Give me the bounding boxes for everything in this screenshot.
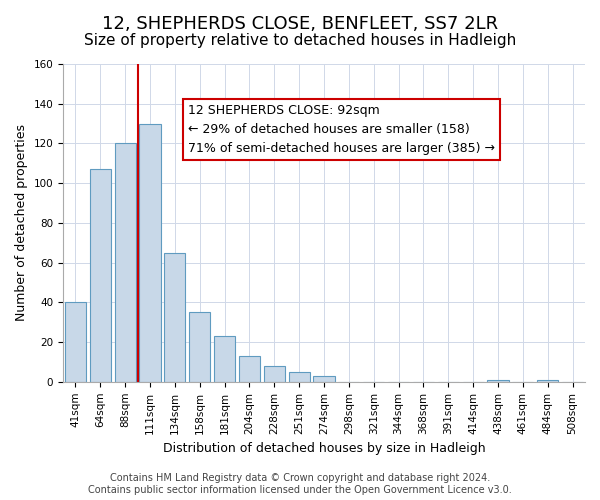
Bar bbox=[487, 380, 509, 382]
Text: Size of property relative to detached houses in Hadleigh: Size of property relative to detached ho… bbox=[84, 32, 516, 48]
Bar bbox=[115, 144, 136, 382]
Bar bbox=[313, 376, 335, 382]
Bar bbox=[264, 366, 285, 382]
Text: Contains HM Land Registry data © Crown copyright and database right 2024.
Contai: Contains HM Land Registry data © Crown c… bbox=[88, 474, 512, 495]
Bar bbox=[214, 336, 235, 382]
Y-axis label: Number of detached properties: Number of detached properties bbox=[15, 124, 28, 322]
Bar bbox=[65, 302, 86, 382]
Bar bbox=[164, 252, 185, 382]
Bar bbox=[90, 170, 111, 382]
Bar bbox=[139, 124, 161, 382]
X-axis label: Distribution of detached houses by size in Hadleigh: Distribution of detached houses by size … bbox=[163, 442, 485, 455]
Text: 12 SHEPHERDS CLOSE: 92sqm
← 29% of detached houses are smaller (158)
71% of semi: 12 SHEPHERDS CLOSE: 92sqm ← 29% of detac… bbox=[188, 104, 496, 154]
Bar bbox=[537, 380, 558, 382]
Bar bbox=[289, 372, 310, 382]
Text: 12, SHEPHERDS CLOSE, BENFLEET, SS7 2LR: 12, SHEPHERDS CLOSE, BENFLEET, SS7 2LR bbox=[102, 15, 498, 33]
Bar bbox=[239, 356, 260, 382]
Bar bbox=[189, 312, 210, 382]
